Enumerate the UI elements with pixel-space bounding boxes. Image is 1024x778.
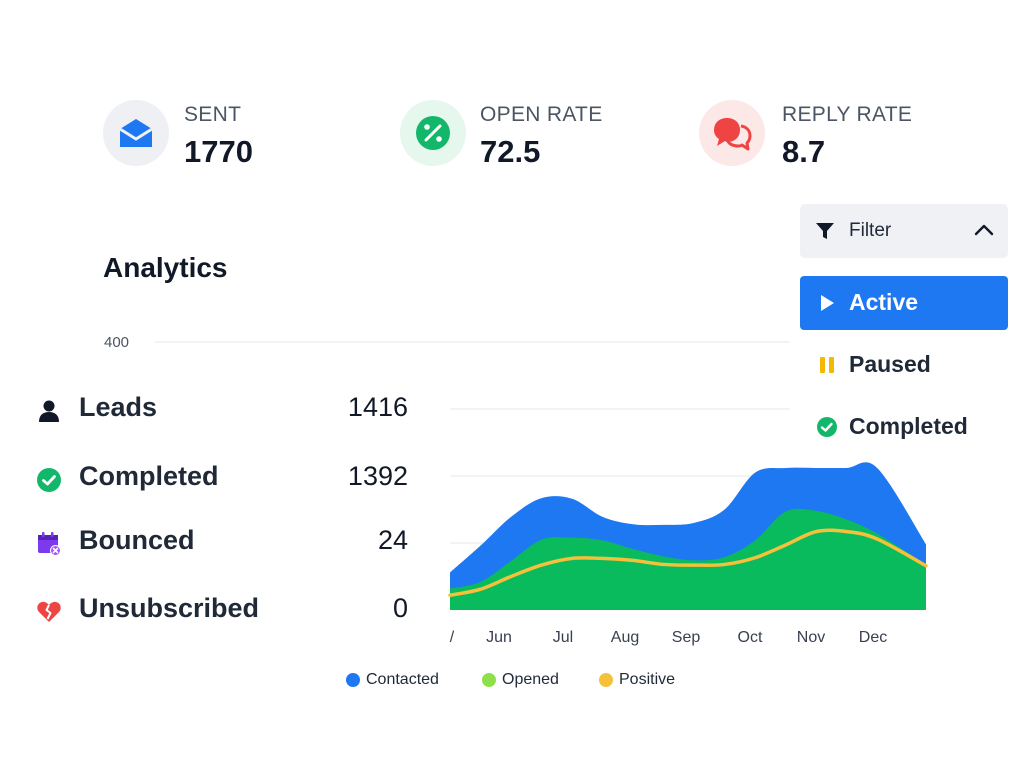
open-rate-icon-badge [400,100,466,166]
filter-option-paused[interactable]: Paused [800,338,1008,392]
filter-dropdown-button[interactable]: Filter [800,204,1008,258]
percent-icon [416,116,450,150]
legend-label: Positive [619,671,676,688]
calendar-x-icon [36,531,62,557]
metric-row-completed: Completed 1392 [36,459,416,499]
play-icon [815,291,839,315]
legend-label: Opened [502,671,559,688]
x-tick-label: / [450,629,455,646]
broken-heart-icon [36,599,62,625]
legend-item-positive: Positive [599,668,675,692]
pause-icon [815,353,839,377]
metric-label: Unsubscribed [79,593,260,623]
filter-option-label: Paused [849,351,931,377]
check-circle-icon [815,415,839,439]
stat-value: 72.5 [480,134,541,169]
stat-label: OPEN RATE [480,103,603,126]
metric-row-leads: Leads 1416 [36,390,416,430]
stat-label: REPLY RATE [782,103,913,126]
x-tick-label: Jun [486,629,512,646]
filter-option-completed[interactable]: Completed [800,400,1008,454]
legend-dot-contacted [346,673,360,687]
metric-row-bounced: Bounced 24 [36,523,416,563]
person-icon [36,398,62,424]
chat-bubbles-icon [714,118,752,151]
legend-item-contacted: Contacted [346,668,439,692]
filter-label: Filter [849,220,892,241]
metric-value: 24 [377,525,408,555]
legend-dot-opened [482,673,496,687]
x-tick-label: Dec [859,629,887,646]
stat-label: SENT [184,103,242,126]
x-tick-label: Aug [611,629,639,646]
reply-rate-icon-badge [699,100,765,166]
funnel-icon [816,223,834,239]
x-tick-label: Nov [797,629,825,646]
x-tick-label: Oct [738,629,763,646]
sent-icon-badge [103,100,169,166]
chevron-up-icon [974,224,994,236]
x-tick-label: Sep [672,629,701,646]
stat-card-reply-rate: REPLY RATE 8.7 [692,72,932,194]
legend-dot-positive [599,673,613,687]
check-circle-icon [36,467,62,493]
legend-label: Contacted [366,671,439,688]
x-tick-label: Jul [553,629,573,646]
stat-card-open-rate: OPEN RATE 72.5 [393,72,633,194]
filter-option-label: Active [849,289,919,315]
analytics-title: Analytics [103,252,228,283]
filter-option-active[interactable]: Active [800,276,1008,330]
metric-label: Completed [79,461,219,491]
metric-label: Leads [79,392,158,422]
metric-value: 1416 [347,392,408,422]
stat-value: 1770 [184,134,253,169]
filter-option-label: Completed [849,413,968,439]
line-series-positive [448,528,928,598]
metric-value: 1392 [347,461,408,491]
metric-row-unsubscribed: Unsubscribed 0 [36,591,416,631]
stat-value: 8.7 [782,134,826,169]
envelope-icon [119,119,153,147]
y-tick-label: 400 [104,334,129,351]
legend-item-opened: Opened [482,668,559,692]
stat-card-sent: SENT 1770 [96,72,336,194]
metric-label: Bounced [79,525,195,555]
metric-value: 0 [392,593,408,623]
